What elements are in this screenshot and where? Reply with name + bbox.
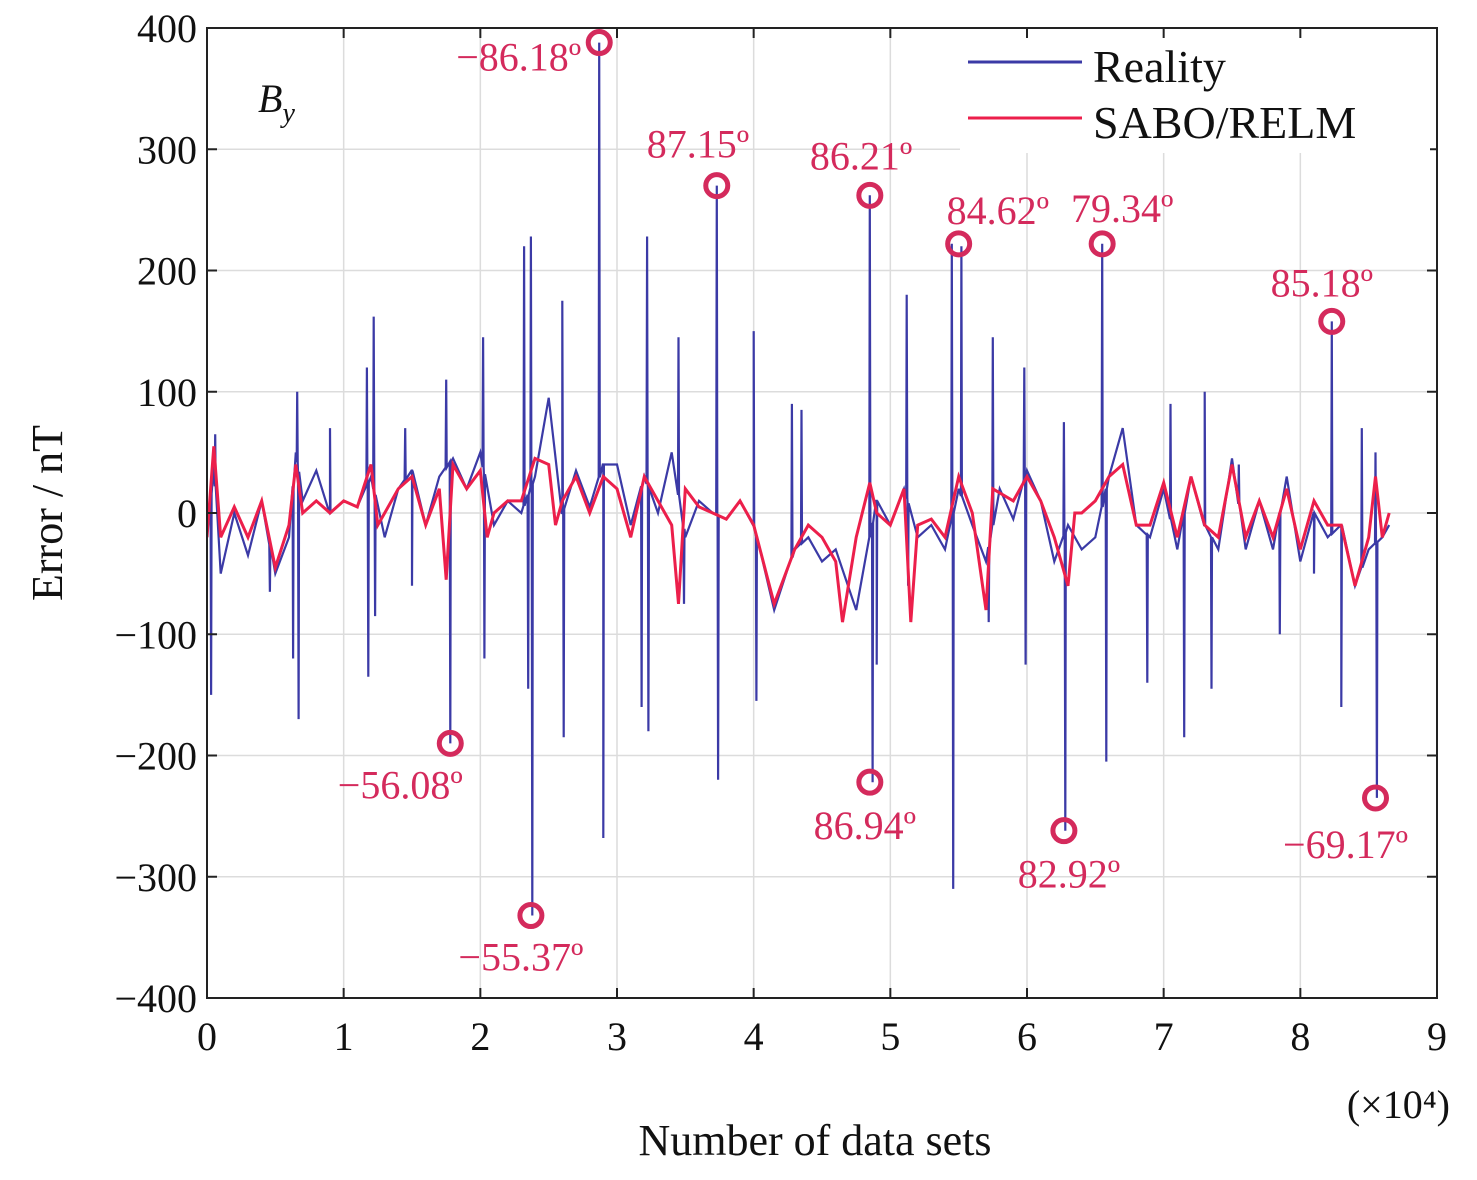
- y-tick-label: 100: [137, 370, 197, 415]
- x-tick-label: 6: [1017, 1014, 1037, 1059]
- y-tick-label: 400: [137, 6, 197, 51]
- legend: Reality SABO/RELM: [960, 38, 1430, 153]
- x-tick-label: 1: [334, 1014, 354, 1059]
- x-axis-label: Number of data sets: [638, 1116, 991, 1165]
- axis-ticks: 0 1 2 3 4 5 6 7 8 9 400 300 200 100 0 −100 −200 −300 −400: [114, 6, 1447, 1059]
- annotation-marker: [1050, 817, 1078, 845]
- y-tick-label: −200: [114, 734, 197, 779]
- x-tick-label: 0: [197, 1014, 217, 1059]
- x-tick-label: 9: [1427, 1014, 1447, 1059]
- annotation-marker: [585, 29, 613, 57]
- x-tick-label: 8: [1290, 1014, 1310, 1059]
- annotation-marker: [856, 768, 884, 796]
- y-tick-label: 200: [137, 249, 197, 294]
- annotation-label: 86.21º: [810, 133, 912, 178]
- grid: [207, 28, 1437, 998]
- annotation-marker: [856, 181, 884, 209]
- x-tick-label: 5: [880, 1014, 900, 1059]
- y-tick-label: 300: [137, 127, 197, 172]
- annotation-marker: [1318, 307, 1346, 335]
- annotation-marker: [1088, 230, 1116, 258]
- annotation-label: −69.17º: [1283, 822, 1408, 867]
- y-tick-label: −100: [114, 612, 197, 657]
- legend-label-sabo-relm: SABO/RELM: [1093, 97, 1356, 148]
- x-tick-label: 3: [607, 1014, 627, 1059]
- annotation-label: −55.37º: [458, 935, 583, 980]
- annotations: −86.18º 87.15º 86.21º 84.62º 79.34º 85.18º −56…: [338, 29, 1408, 980]
- x-tick-label: 7: [1154, 1014, 1174, 1059]
- y-tick-label: −400: [114, 976, 197, 1021]
- x-tick-label: 2: [470, 1014, 490, 1059]
- annotation-label: 84.62º: [947, 188, 1049, 233]
- annotation-marker: [436, 729, 464, 757]
- legend-box: [960, 38, 1430, 153]
- y-tick-label: −300: [114, 855, 197, 900]
- annotation-label: 79.34º: [1071, 186, 1173, 231]
- series-line-sabo-relm: [207, 446, 1391, 623]
- panel-label: By: [258, 76, 295, 129]
- y-tick-label: 0: [177, 491, 197, 536]
- x-tick-label: 4: [744, 1014, 764, 1059]
- annotation-label: −86.18º: [456, 35, 581, 80]
- annotation-marker: [1362, 784, 1389, 812]
- annotation-marker: [517, 902, 545, 930]
- annotation-label: −56.08º: [338, 762, 463, 807]
- legend-label-reality: Reality: [1093, 41, 1226, 92]
- x-axis-multiplier: (×10⁴): [1347, 1082, 1450, 1127]
- annotation-label: 85.18º: [1271, 260, 1373, 305]
- annotation-label: 86.94º: [814, 803, 916, 848]
- annotation-label: 87.15º: [647, 122, 749, 167]
- annotation-marker: [703, 172, 731, 200]
- y-axis-label: Error / nT: [23, 425, 72, 601]
- annotation-marker: [945, 230, 973, 258]
- annotation-label: 82.92º: [1018, 852, 1120, 897]
